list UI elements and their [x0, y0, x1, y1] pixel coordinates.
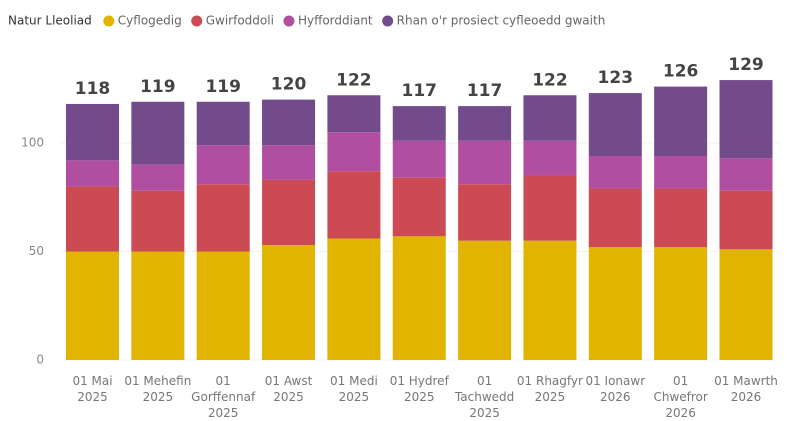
- bar-segment: [392, 236, 446, 360]
- bar-segment: [66, 186, 119, 252]
- bar-segment: [588, 247, 642, 360]
- bar-segment: [588, 93, 642, 157]
- bar-segment: [458, 140, 512, 185]
- bar-segment: [196, 101, 250, 146]
- bar-segment: [719, 80, 773, 159]
- total-label: 119: [140, 77, 176, 97]
- bar-segment: [327, 238, 381, 360]
- legend-marker: [283, 15, 295, 27]
- bar-segment: [66, 251, 119, 360]
- bar-segment: [458, 106, 512, 141]
- x-tick-label-box: 01 Awst 2025: [264, 374, 313, 404]
- x-tick-label: 01 Tachwedd 2025: [454, 374, 515, 420]
- x-tick-label-box: 01 Hydref 2025: [389, 374, 449, 404]
- bar-segment: [392, 106, 446, 141]
- bar-segment: [196, 251, 250, 360]
- y-tick-label: 50: [29, 244, 44, 258]
- bar-segment: [66, 160, 119, 187]
- x-tick-label-box: 01 Medi 2025: [330, 374, 378, 404]
- y-tick-label: 0: [36, 353, 44, 367]
- legend-title: Natur Lleoliad: [8, 14, 92, 28]
- x-tick-label: 01 Medi 2025: [330, 374, 378, 404]
- total-label: 122: [532, 70, 568, 90]
- x-tick-label: 01 Ionawr 2026: [585, 374, 646, 404]
- bar-segment: [719, 158, 773, 191]
- bar-segment: [654, 86, 708, 157]
- x-tick-label: 01 Chwefror 2026: [653, 374, 708, 420]
- bar-segment: [262, 145, 316, 180]
- x-tick-label: 01 Hydref 2025: [389, 374, 449, 404]
- bar-segment: [588, 188, 642, 248]
- bar-segment: [719, 190, 773, 250]
- bar-segment: [719, 249, 773, 360]
- bar-segment: [392, 140, 446, 178]
- x-tick-label-box: 01 Mai 2025: [72, 374, 113, 404]
- x-tick-label: 01 Mai 2025: [72, 374, 113, 404]
- x-tick-label-box: 01 Gorffennaf 2025: [191, 374, 256, 420]
- bar-segment: [327, 171, 381, 239]
- bar-segment: [523, 175, 577, 241]
- total-label: 129: [728, 55, 764, 75]
- x-tick-label: 01 Awst 2025: [264, 374, 313, 404]
- bar-segment: [131, 190, 185, 252]
- bar-segment: [66, 103, 119, 161]
- bar-segment: [654, 156, 708, 189]
- bar-segment: [523, 240, 577, 360]
- bar-segment: [392, 177, 446, 237]
- legend-marker: [191, 15, 203, 27]
- bar-segment: [588, 156, 642, 189]
- x-tick-label-box: 01 Rhagfyr 2025: [516, 374, 583, 404]
- bar-segment: [654, 188, 708, 248]
- total-label: 122: [336, 70, 372, 90]
- bar-segment: [458, 240, 512, 360]
- x-tick-label: 01 Mawrth 2026: [714, 374, 778, 404]
- bar-segment: [523, 140, 577, 176]
- x-tick-label: 01 Gorffennaf 2025: [191, 374, 256, 420]
- bar-segment: [458, 184, 512, 241]
- bar-segment: [327, 95, 381, 133]
- legend-marker: [103, 15, 115, 27]
- total-label: 123: [598, 68, 634, 88]
- y-tick-label: 100: [21, 136, 44, 150]
- total-label: 120: [271, 75, 307, 95]
- bar-segment: [131, 101, 185, 165]
- total-label: 117: [467, 81, 503, 101]
- x-tick-label-box: 01 Chwefror 2026: [653, 374, 708, 420]
- total-label: 119: [205, 77, 241, 97]
- x-tick-label: 01 Rhagfyr 2025: [516, 374, 583, 404]
- legend-label: Cyflogedig: [118, 14, 182, 28]
- legend-label: Rhan o'r prosiect cyfleoedd gwaith: [397, 14, 606, 28]
- bar-segment: [523, 95, 577, 141]
- legend-label: Gwirfoddoli: [206, 14, 274, 28]
- x-tick-label-box: 01 Tachwedd 2025: [454, 374, 515, 420]
- x-tick-label-box: 01 Mawrth 2026: [714, 374, 778, 404]
- bar-segment: [654, 247, 708, 360]
- bar-segment: [327, 132, 381, 172]
- x-tick-label-box: 01 Mehefin 2025: [124, 374, 192, 404]
- bar-segment: [262, 99, 316, 146]
- total-label: 117: [402, 81, 438, 101]
- bar-segment: [196, 145, 250, 185]
- total-label: 118: [75, 79, 111, 99]
- total-label: 126: [663, 62, 699, 82]
- bar-segment: [262, 244, 316, 360]
- bar-segment: [131, 251, 185, 360]
- legend-label: Hyfforddiant: [298, 14, 373, 28]
- bar-segment: [196, 184, 250, 252]
- bar-segment: [131, 164, 185, 191]
- x-tick-label: 01 Mehefin 2025: [124, 374, 192, 404]
- bar-segment: [262, 179, 316, 245]
- legend-marker: [382, 15, 394, 27]
- x-tick-label-box: 01 Ionawr 2026: [585, 374, 646, 404]
